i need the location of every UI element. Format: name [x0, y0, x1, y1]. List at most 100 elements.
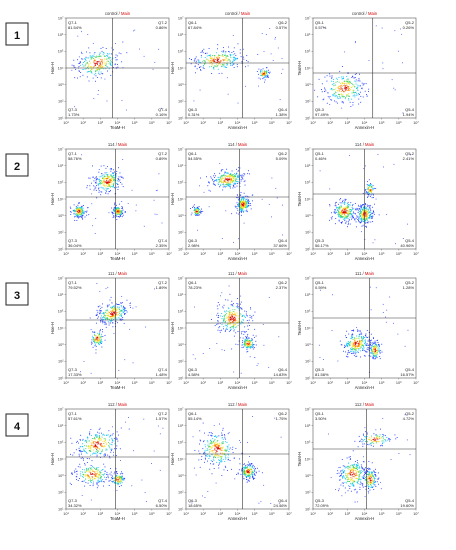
event-point	[375, 356, 377, 358]
event-point	[109, 439, 110, 441]
event-point	[376, 350, 378, 352]
event-point	[230, 178, 232, 180]
event-point	[97, 443, 99, 445]
event-point	[99, 477, 101, 479]
event-point	[116, 207, 118, 209]
event-point	[87, 68, 89, 70]
event-point	[210, 440, 211, 442]
event-point	[107, 286, 109, 288]
event-point	[100, 342, 102, 344]
quadrant-value: 0.57%	[315, 25, 327, 30]
event-point	[360, 211, 362, 213]
event-point	[229, 317, 231, 319]
event-point	[194, 60, 196, 62]
event-point	[356, 345, 358, 347]
event-point	[120, 210, 122, 212]
event-point	[194, 58, 196, 60]
event-point	[109, 447, 111, 449]
event-point	[221, 175, 223, 177]
event-point	[78, 455, 80, 457]
event-point	[333, 79, 335, 80]
event-point	[370, 183, 372, 184]
event-point	[345, 351, 347, 353]
event-point	[99, 290, 101, 292]
event-point	[223, 304, 225, 306]
event-point	[249, 342, 251, 344]
event-point	[218, 184, 220, 186]
event-point	[200, 55, 202, 56]
event-point	[99, 336, 101, 338]
event-point	[105, 65, 106, 66]
event-point	[282, 204, 283, 206]
event-point	[369, 286, 371, 288]
event-point	[108, 182, 110, 184]
event-point	[332, 94, 334, 96]
event-point	[118, 483, 120, 485]
event-point	[206, 52, 208, 54]
event-point	[89, 317, 91, 319]
event-point	[356, 207, 358, 209]
event-point	[246, 315, 248, 317]
event-point	[90, 372, 92, 374]
event-point	[108, 442, 109, 443]
event-point	[241, 321, 243, 323]
event-point	[372, 215, 374, 217]
event-point	[370, 309, 372, 311]
event-point	[220, 60, 222, 62]
event-point	[101, 191, 103, 193]
event-point	[362, 347, 364, 349]
event-point	[114, 471, 115, 473]
event-point	[327, 92, 329, 94]
event-point	[129, 328, 131, 330]
event-point	[355, 83, 357, 85]
event-point	[340, 83, 342, 84]
event-point	[228, 308, 230, 310]
event-point	[117, 306, 119, 308]
event-point	[104, 185, 106, 187]
event-point	[230, 323, 232, 325]
event-point	[369, 211, 370, 213]
event-point	[377, 342, 379, 343]
event-point	[216, 179, 218, 181]
event-point	[107, 175, 108, 177]
event-point	[100, 320, 102, 322]
event-point	[371, 215, 373, 217]
event-point	[276, 197, 278, 199]
event-point	[99, 436, 100, 438]
event-point	[248, 337, 250, 339]
event-point	[92, 176, 94, 178]
event-point	[368, 186, 370, 188]
event-point	[90, 341, 92, 343]
event-point	[244, 195, 246, 197]
event-point	[340, 198, 341, 199]
event-point	[117, 212, 119, 213]
event-point	[232, 176, 234, 178]
event-point	[346, 81, 348, 83]
event-point	[122, 477, 123, 479]
event-point	[72, 210, 74, 211]
event-point	[92, 453, 93, 455]
event-point	[361, 337, 363, 339]
event-point	[97, 477, 99, 479]
event-point	[234, 174, 236, 176]
event-point	[112, 173, 113, 174]
event-point	[218, 72, 220, 74]
event-point	[372, 194, 374, 196]
event-point	[367, 90, 369, 92]
event-point	[245, 200, 247, 202]
event-point	[241, 210, 243, 212]
event-point	[247, 347, 249, 349]
event-point	[109, 299, 111, 301]
event-point	[343, 350, 344, 352]
event-point	[344, 208, 346, 210]
event-point	[326, 75, 328, 77]
event-point	[114, 171, 115, 173]
event-point	[341, 209, 343, 211]
event-point	[358, 343, 360, 345]
event-point	[109, 182, 111, 184]
event-point	[373, 203, 375, 205]
event-point	[97, 481, 99, 483]
event-point	[238, 321, 240, 323]
event-point	[382, 303, 384, 305]
event-point	[353, 352, 355, 354]
